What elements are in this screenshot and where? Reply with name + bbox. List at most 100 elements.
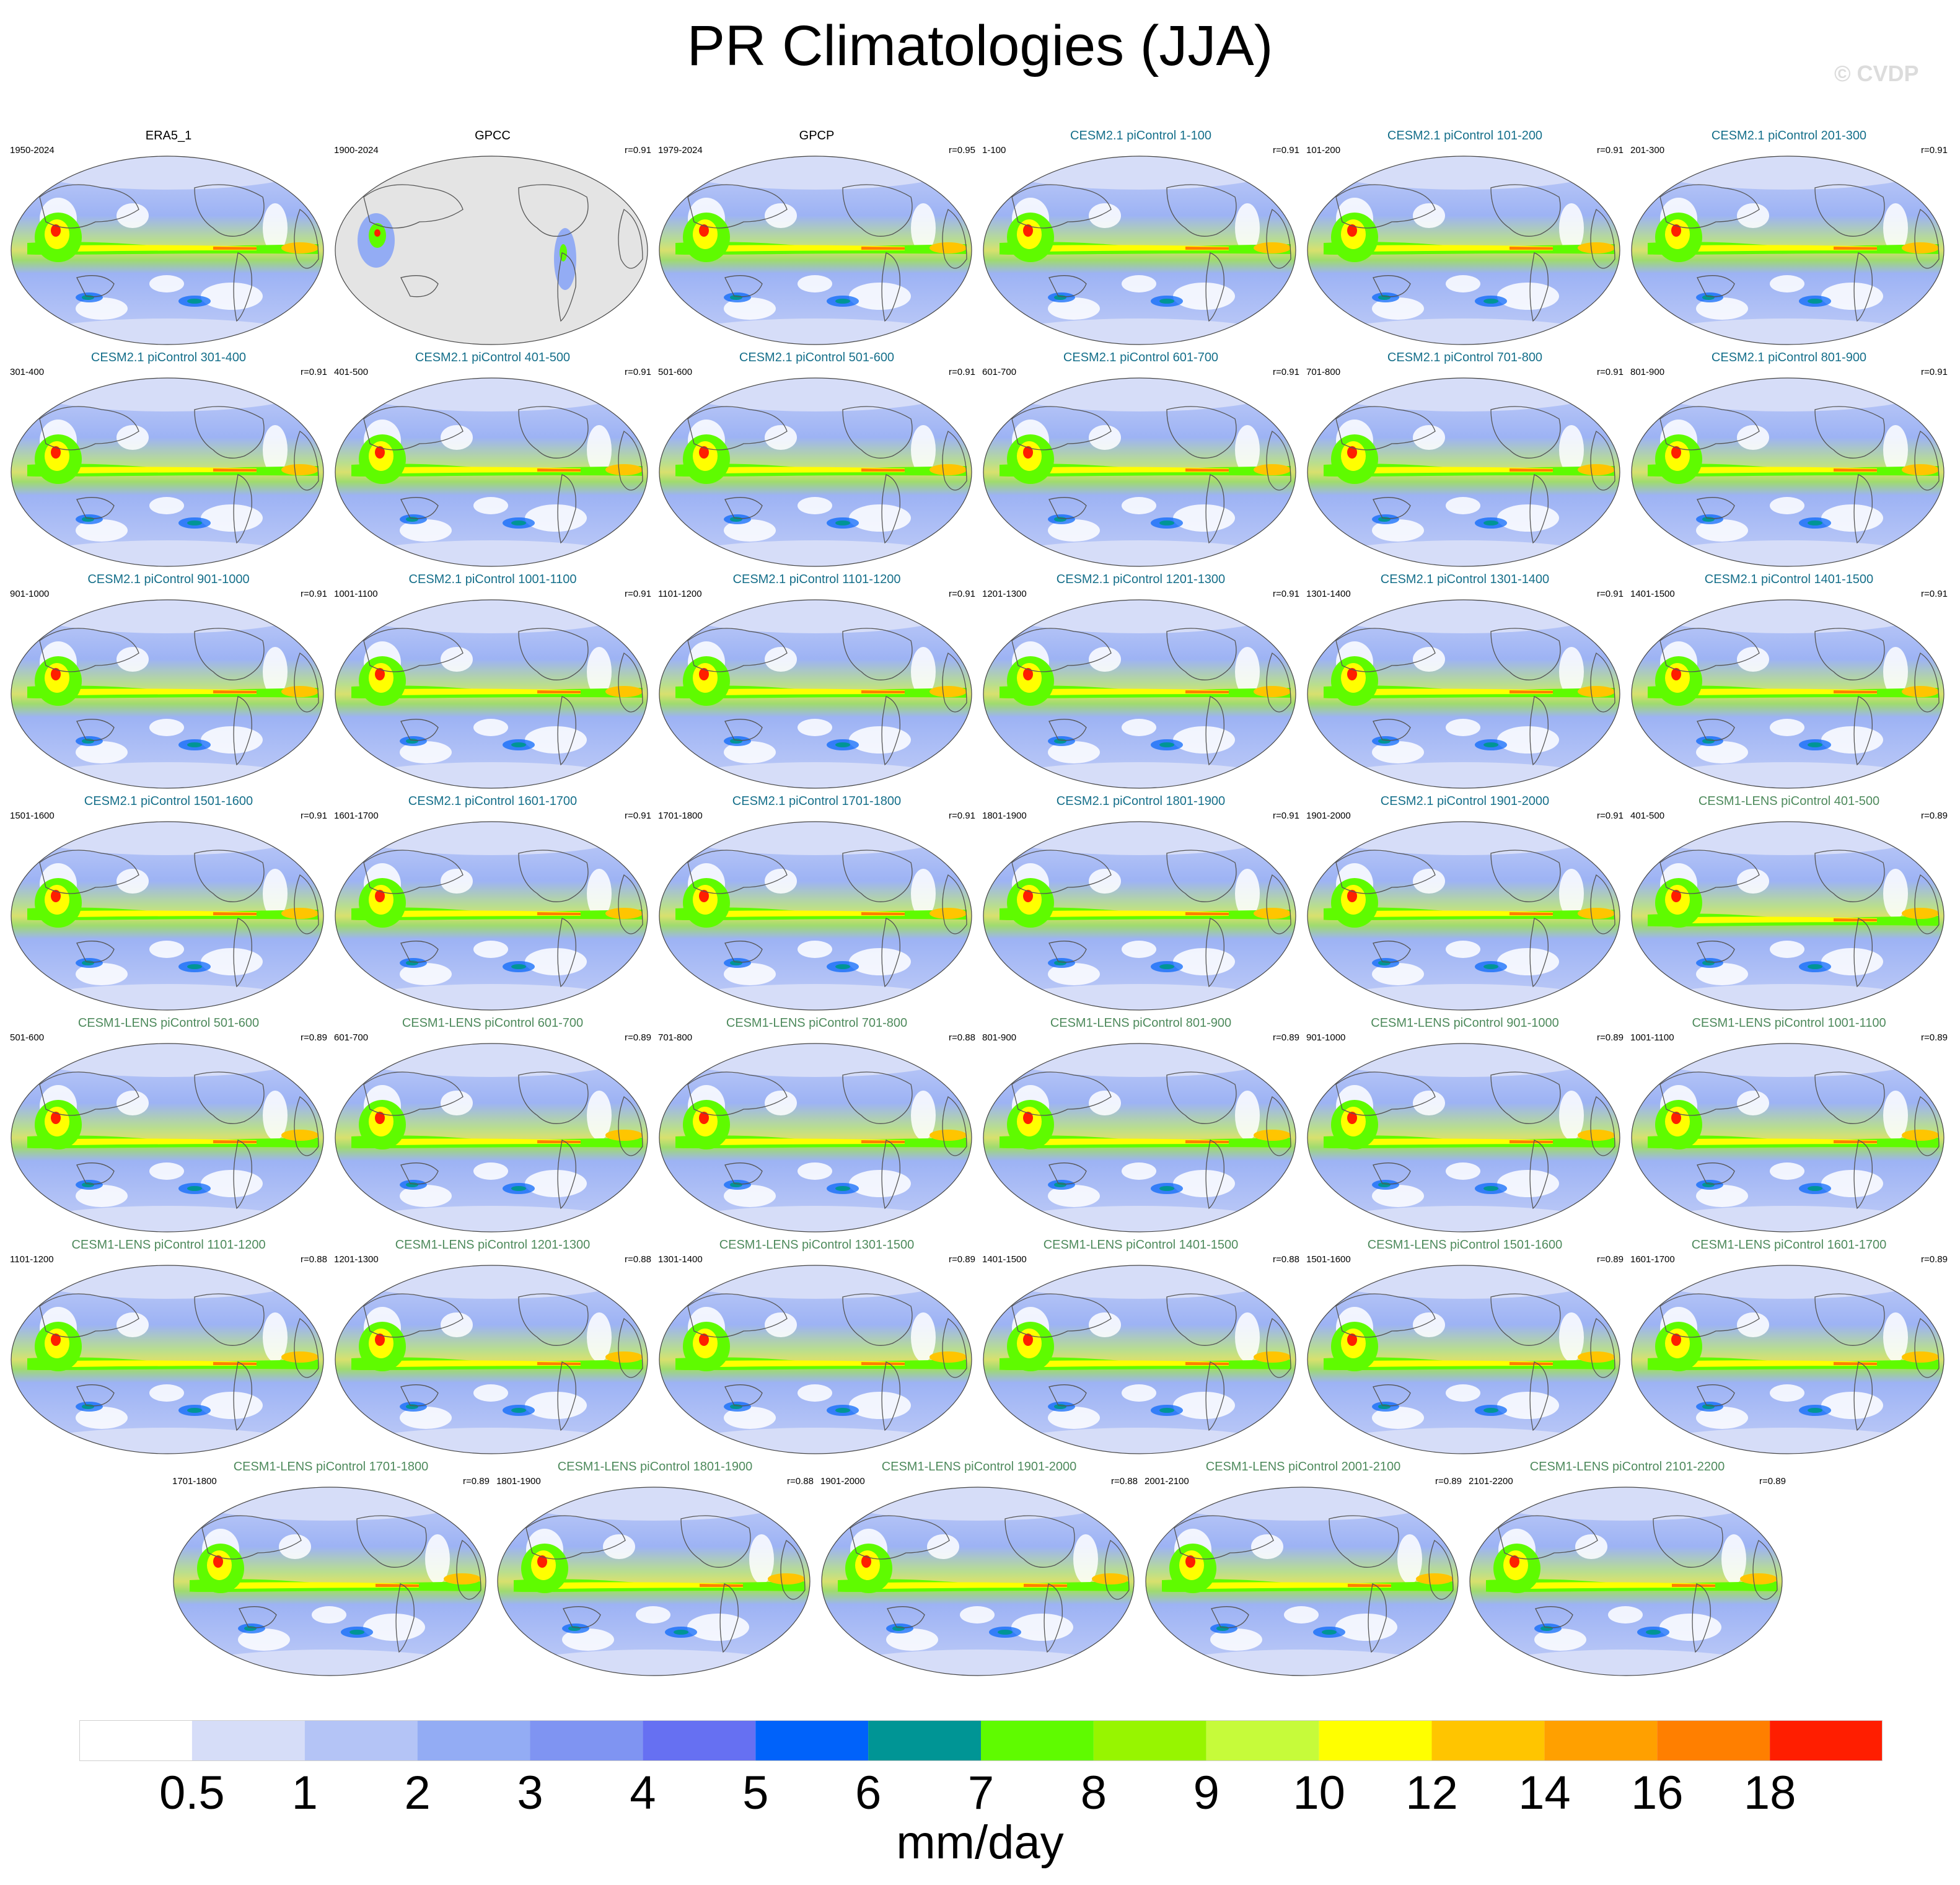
panel-title: CESM2.1 piControl 1601-1700 bbox=[408, 794, 578, 808]
panel-title: CESM1-LENS piControl 1701-1800 bbox=[233, 1460, 429, 1474]
precip-map bbox=[659, 821, 972, 1011]
precip-map bbox=[1631, 377, 1945, 567]
panel-correlation: r=0.91 bbox=[625, 811, 651, 821]
panel-title: CESM2.1 piControl 1701-1800 bbox=[732, 794, 902, 808]
map-panel: CESM1-LENS piControl 1901-2000 1901-2000 r… bbox=[818, 1460, 1140, 1683]
panel-title: CESM2.1 piControl 1101-1200 bbox=[732, 573, 901, 586]
panel-period: 1101-1200 bbox=[10, 1254, 54, 1265]
map-frame bbox=[171, 1485, 488, 1681]
colorbar-units: mm/day bbox=[896, 1816, 1064, 1869]
colorbar-swatch bbox=[1319, 1720, 1432, 1761]
panel-title: CESM1-LENS piControl 1001-1100 bbox=[1692, 1016, 1886, 1030]
panel-period: 901-1000 bbox=[1306, 1032, 1346, 1043]
panel-period: 801-900 bbox=[1630, 367, 1665, 377]
colorbar-swatch bbox=[1431, 1720, 1545, 1761]
panel-period: 501-600 bbox=[658, 367, 693, 377]
map-frame bbox=[333, 154, 650, 350]
colorbar-tick-label: 7 bbox=[967, 1767, 995, 1819]
panel-title: CESM1-LENS piControl 701-800 bbox=[726, 1016, 908, 1030]
map-frame bbox=[1629, 154, 1946, 350]
panel-title: CESM1-LENS piControl 601-700 bbox=[402, 1016, 584, 1030]
panel-period: 1701-1800 bbox=[658, 811, 703, 821]
watermark: © CVDP bbox=[1834, 61, 1919, 86]
map-frame bbox=[981, 1041, 1298, 1237]
map-panel: CESM2.1 piControl 1301-1400 1301-1400 r=0.… bbox=[1304, 573, 1626, 796]
map-panel: CESM1-LENS piControl 1801-1900 1801-1900 r… bbox=[494, 1460, 816, 1683]
panel-correlation: r=0.91 bbox=[301, 811, 327, 821]
map-panel: CESM2.1 piControl 801-900 801-900 r=0.91 bbox=[1628, 351, 1950, 574]
map-frame bbox=[333, 819, 650, 1016]
panel-period: 1201-1300 bbox=[334, 1254, 379, 1265]
panel-title: CESM2.1 piControl 301-400 bbox=[90, 351, 247, 364]
panel-period: 401-500 bbox=[334, 367, 369, 377]
panel-title: CESM2.1 piControl 1-100 bbox=[1070, 129, 1211, 143]
precip-map bbox=[659, 156, 972, 345]
precip-map bbox=[659, 1265, 972, 1454]
colorbar-swatch bbox=[79, 1720, 192, 1761]
precip-map bbox=[335, 1265, 648, 1454]
colorbar-tick-label: 16 bbox=[1630, 1767, 1684, 1819]
map-frame bbox=[1629, 376, 1946, 572]
precip-map bbox=[821, 1487, 1135, 1676]
colorbar-swatch bbox=[417, 1720, 530, 1761]
panel-correlation: r=0.88 bbox=[1111, 1476, 1138, 1487]
precip-map bbox=[11, 1043, 324, 1232]
precip-map bbox=[983, 1265, 1296, 1454]
colorbar-tick-label: 18 bbox=[1743, 1767, 1796, 1819]
panel-title: CESM1-LENS piControl 1901-2000 bbox=[881, 1460, 1077, 1474]
colorbar-swatch bbox=[530, 1720, 643, 1761]
panel-period: 901-1000 bbox=[10, 589, 50, 599]
map-panel: CESM2.1 piControl 1901-2000 1901-2000 r=0.… bbox=[1304, 794, 1626, 1017]
panel-period: 1979-2024 bbox=[658, 145, 703, 156]
colorbar-tick-label: 1 bbox=[291, 1767, 318, 1819]
precip-map bbox=[335, 599, 648, 789]
panel-period: 1950-2024 bbox=[10, 145, 55, 156]
precip-map bbox=[1307, 1265, 1620, 1454]
map-panel: CESM1-LENS piControl 2101-2200 2101-2200 r… bbox=[1466, 1460, 1788, 1683]
panel-correlation: r=0.91 bbox=[301, 589, 327, 599]
panel-correlation: r=0.91 bbox=[949, 589, 975, 599]
panel-correlation: r=0.89 bbox=[1597, 1254, 1624, 1265]
map-frame bbox=[981, 597, 1298, 794]
map-frame bbox=[657, 1041, 974, 1237]
precip-map bbox=[659, 1043, 972, 1232]
panel-correlation: r=0.91 bbox=[1273, 811, 1299, 821]
panel-correlation: r=0.91 bbox=[625, 145, 651, 156]
panel-correlation: r=0.89 bbox=[625, 1032, 651, 1043]
panel-correlation: r=0.89 bbox=[1921, 811, 1948, 821]
panel-period: 2101-2200 bbox=[1469, 1476, 1513, 1487]
panel-period: 1401-1500 bbox=[982, 1254, 1027, 1265]
map-panel: CESM1-LENS piControl 1001-1100 1001-1100 r… bbox=[1628, 1016, 1950, 1239]
panel-period: 1901-2000 bbox=[820, 1476, 865, 1487]
colorbar-swatch bbox=[868, 1720, 981, 1761]
panel-period: 1701-1800 bbox=[172, 1476, 217, 1487]
map-panel: CESM1-LENS piControl 501-600 501-600 r=0.8… bbox=[7, 1016, 330, 1239]
panel-title: CESM1-LENS piControl 2001-2100 bbox=[1205, 1460, 1401, 1474]
map-panel: CESM2.1 piControl 601-700 601-700 r=0.91 bbox=[980, 351, 1302, 574]
panel-title: CESM2.1 piControl 901-1000 bbox=[87, 573, 250, 586]
precip-map bbox=[1307, 377, 1620, 567]
panel-title: CESM1-LENS piControl 1201-1300 bbox=[395, 1238, 591, 1252]
panel-period: 701-800 bbox=[658, 1032, 693, 1043]
map-frame bbox=[657, 597, 974, 794]
map-frame bbox=[1305, 819, 1622, 1016]
panel-correlation: r=0.89 bbox=[1273, 1032, 1299, 1043]
panel-title: CESM2.1 piControl 401-500 bbox=[415, 351, 571, 364]
colorbar-tick-label: 3 bbox=[517, 1767, 543, 1819]
precip-map bbox=[11, 156, 324, 345]
panel-period: 601-700 bbox=[334, 1032, 369, 1043]
map-panel: CESM1-LENS piControl 601-700 601-700 r=0.8… bbox=[332, 1016, 654, 1239]
map-panel: CESM2.1 piControl 301-400 301-400 r=0.91 bbox=[7, 351, 330, 574]
map-panel: CESM2.1 piControl 1001-1100 1001-1100 r=0.… bbox=[332, 573, 654, 796]
panel-title: CESM1-LENS piControl 501-600 bbox=[77, 1016, 260, 1030]
panel-correlation: r=0.88 bbox=[625, 1254, 651, 1265]
precip-map bbox=[11, 599, 324, 789]
panel-correlation: r=0.89 bbox=[301, 1032, 327, 1043]
map-frame bbox=[9, 819, 326, 1016]
map-frame bbox=[333, 597, 650, 794]
panel-period: 1301-1400 bbox=[658, 1254, 703, 1265]
panel-correlation: r=0.88 bbox=[301, 1254, 327, 1265]
panel-period: 801-900 bbox=[982, 1032, 1017, 1043]
map-panel: CESM1-LENS piControl 1701-1800 1701-1800 r… bbox=[170, 1460, 492, 1683]
panel-title: CESM2.1 piControl 1801-1900 bbox=[1056, 794, 1226, 808]
